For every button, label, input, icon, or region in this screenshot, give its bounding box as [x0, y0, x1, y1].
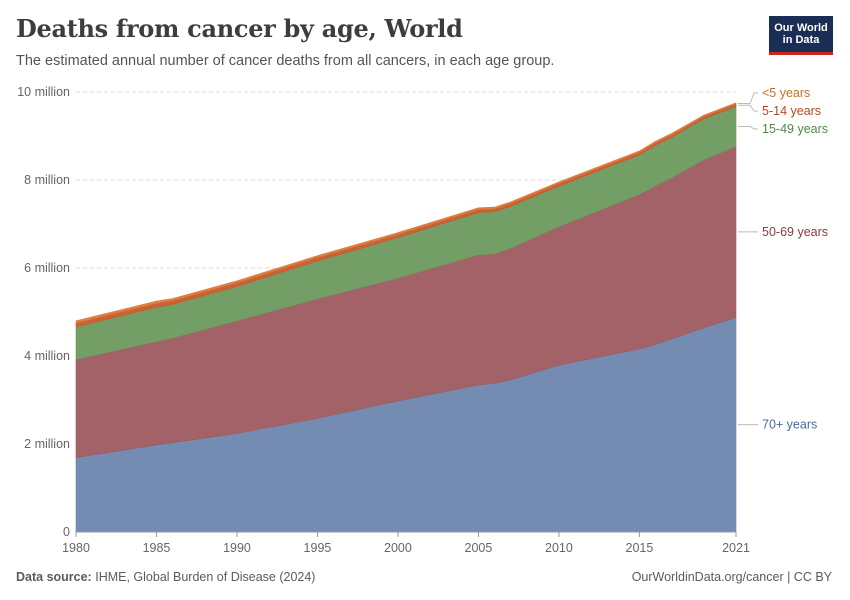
x-tick-label: 1980: [62, 541, 90, 555]
legend-connector: [738, 126, 758, 130]
y-tick-label: 2 million: [24, 437, 70, 451]
stacked-area-chart: 0 2 million 4 million 6 million 8 million 10 …: [17, 85, 828, 555]
axes: 0 2 million 4 million 6 million 8 million 10 …: [17, 85, 750, 555]
x-tick-label: 1995: [304, 541, 332, 555]
legend-connector: [738, 104, 758, 112]
footer-url[interactable]: OurWorldinData.org/cancer | CC BY: [631, 570, 832, 584]
legend-connector: [738, 92, 758, 104]
y-tick-label: 6 million: [24, 261, 70, 275]
x-tick-label: 1985: [143, 541, 171, 555]
x-tick-label: 2021: [722, 541, 750, 555]
chart-title: Deaths from cancer by age, World: [16, 14, 463, 43]
data-source-label: Data source:: [16, 570, 92, 584]
legend-label[interactable]: 5-14 years: [762, 104, 821, 118]
legend-label[interactable]: <5 years: [762, 86, 810, 100]
data-source-text[interactable]: IHME, Global Burden of Disease (2024): [95, 570, 316, 584]
x-tick-label: 2010: [545, 541, 573, 555]
y-tick-label: 0: [63, 525, 70, 539]
y-tick-label: 8 million: [24, 173, 70, 187]
logo-line-1: Our World: [774, 22, 828, 34]
series-legend: 70+ years 50-69 years 15-49 years 5-14 year…: [738, 86, 828, 432]
y-tick-label: 10 million: [17, 85, 70, 99]
data-source: Data source: IHME, Global Burden of Dise…: [16, 570, 315, 584]
x-tick-label: 2000: [384, 541, 412, 555]
x-tick-label: 1990: [223, 541, 251, 555]
y-tick-label: 4 million: [24, 349, 70, 363]
area-5-years[interactable]: [75, 102, 737, 324]
legend-label[interactable]: 50-69 years: [762, 225, 828, 239]
x-tick-label: 2005: [465, 541, 493, 555]
logo-line-2: in Data: [782, 34, 820, 46]
owid-logo[interactable]: Our World in Data: [769, 16, 833, 55]
legend-label[interactable]: 70+ years: [762, 418, 817, 432]
legend-label[interactable]: 15-49 years: [762, 122, 828, 136]
x-tick-label: 2015: [626, 541, 654, 555]
series-areas: [75, 102, 737, 533]
chart-subtitle: The estimated annual number of cancer de…: [16, 53, 555, 69]
